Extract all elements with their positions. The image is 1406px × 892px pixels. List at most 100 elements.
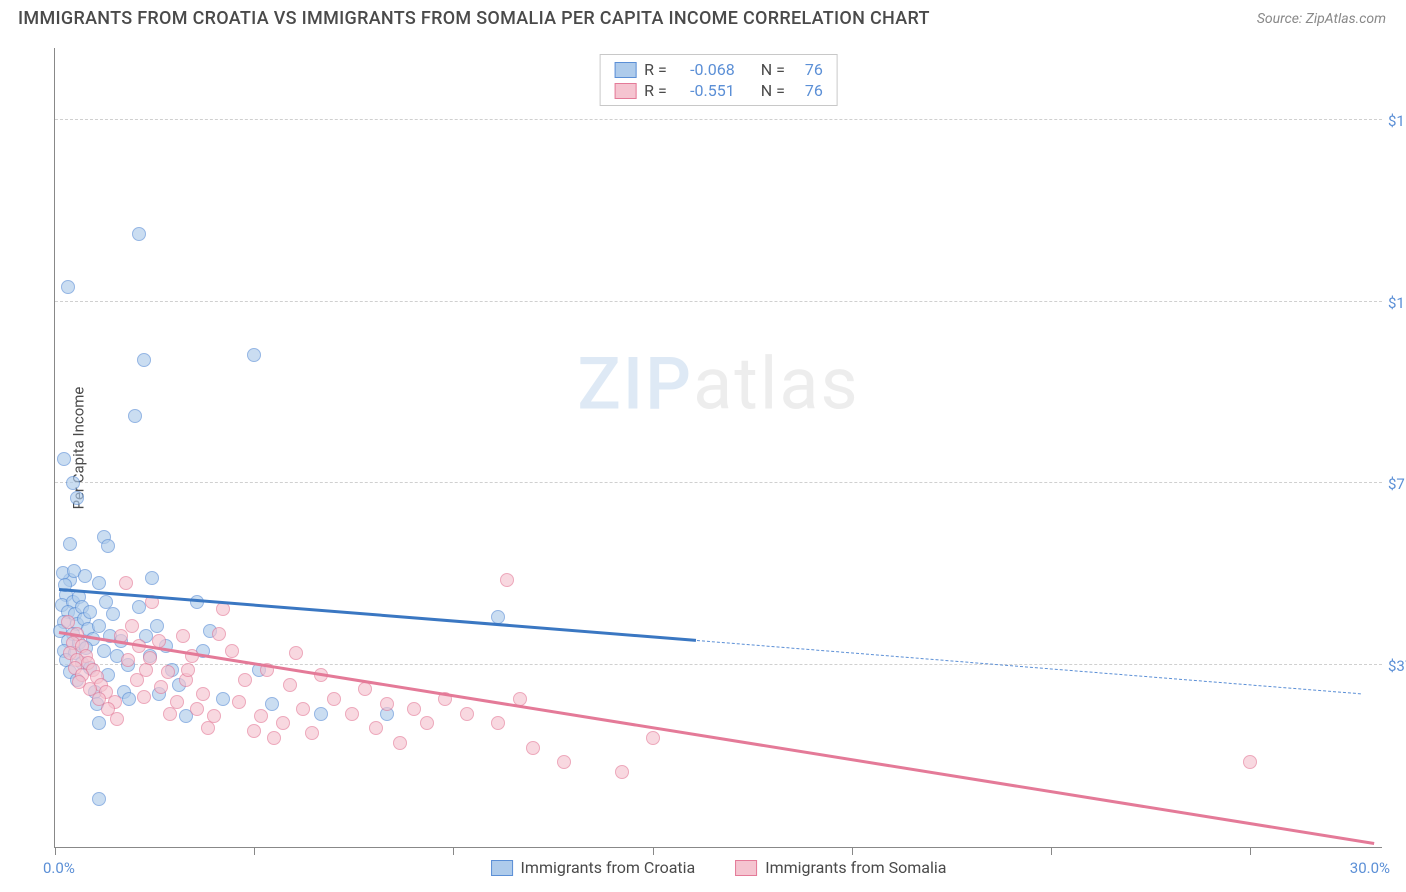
- data-point-somalia: [176, 629, 190, 643]
- data-point-croatia: [491, 610, 505, 624]
- grid-line: [55, 119, 1382, 120]
- data-point-croatia: [101, 539, 115, 553]
- correlation-legend: R = -0.068 N = 76 R = -0.551 N = 76: [599, 54, 838, 106]
- r-label: R =: [644, 81, 667, 100]
- x-min-label: 0.0%: [43, 859, 75, 877]
- data-point-somalia: [358, 682, 372, 696]
- data-point-somalia: [130, 673, 144, 687]
- data-point-somalia: [369, 721, 383, 735]
- data-point-somalia: [121, 653, 135, 667]
- data-point-croatia: [265, 697, 279, 711]
- data-point-somalia: [110, 712, 124, 726]
- chart-header: IMMIGRANTS FROM CROATIA VS IMMIGRANTS FR…: [0, 0, 1406, 33]
- chart-source: Source: ZipAtlas.com: [1257, 11, 1386, 27]
- data-point-somalia: [1243, 755, 1257, 769]
- grid-line: [55, 482, 1382, 483]
- data-point-somalia: [500, 573, 514, 587]
- n-value-croatia: 76: [793, 60, 823, 79]
- data-point-somalia: [190, 702, 204, 716]
- data-point-somalia: [345, 707, 359, 721]
- source-name: ZipAtlas.com: [1306, 11, 1386, 27]
- data-point-croatia: [132, 227, 146, 241]
- data-point-somalia: [212, 627, 226, 641]
- n-label: N =: [761, 81, 785, 100]
- n-label: N =: [761, 60, 785, 79]
- watermark: ZIPatlas: [577, 341, 859, 426]
- data-point-croatia: [78, 569, 92, 583]
- x-max-label: 30.0%: [1350, 859, 1390, 877]
- data-point-croatia: [216, 692, 230, 706]
- swatch-blue-icon: [491, 860, 513, 876]
- corr-row-croatia: R = -0.068 N = 76: [614, 59, 823, 80]
- data-point-somalia: [283, 678, 297, 692]
- x-tick: [254, 847, 255, 855]
- trend-line: [59, 631, 1374, 844]
- data-point-croatia: [92, 576, 106, 590]
- data-point-somalia: [407, 702, 421, 716]
- n-value-somalia: 76: [793, 81, 823, 100]
- data-point-somalia: [296, 702, 310, 716]
- data-point-somalia: [216, 602, 230, 616]
- data-point-croatia: [97, 644, 111, 658]
- data-point-croatia: [314, 707, 328, 721]
- y-tick-label: $75,000: [1388, 475, 1406, 493]
- x-tick: [1051, 847, 1052, 855]
- data-point-croatia: [137, 353, 151, 367]
- r-value-croatia: -0.068: [675, 60, 735, 79]
- data-point-somalia: [247, 724, 261, 738]
- legend-somalia: Immigrants from Somalia: [735, 858, 946, 877]
- source-prefix: Source:: [1257, 11, 1306, 27]
- r-value-somalia: -0.551: [675, 81, 735, 100]
- data-point-somalia: [163, 707, 177, 721]
- data-point-somalia: [380, 697, 394, 711]
- chart-title: IMMIGRANTS FROM CROATIA VS IMMIGRANTS FR…: [18, 8, 930, 29]
- data-point-somalia: [125, 619, 139, 633]
- data-point-somalia: [196, 687, 210, 701]
- data-point-croatia: [247, 348, 261, 362]
- data-point-somalia: [393, 736, 407, 750]
- corr-row-somalia: R = -0.551 N = 76: [614, 80, 823, 101]
- x-tick: [653, 847, 654, 855]
- data-point-somalia: [232, 695, 246, 709]
- x-tick: [1250, 847, 1251, 855]
- data-point-somalia: [254, 709, 268, 723]
- data-point-somalia: [238, 673, 252, 687]
- data-point-somalia: [327, 692, 341, 706]
- data-point-somalia: [526, 741, 540, 755]
- x-tick: [453, 847, 454, 855]
- trend-line-dashed: [697, 640, 1361, 694]
- data-point-somalia: [420, 716, 434, 730]
- swatch-blue-icon: [614, 62, 636, 78]
- legend-croatia: Immigrants from Croatia: [491, 858, 696, 877]
- data-point-somalia: [276, 716, 290, 730]
- data-point-croatia: [61, 280, 75, 294]
- data-point-croatia: [150, 619, 164, 633]
- legend-label-croatia: Immigrants from Croatia: [521, 858, 696, 877]
- data-point-croatia: [145, 571, 159, 585]
- data-point-somalia: [267, 731, 281, 745]
- y-tick-label: $150,000: [1388, 112, 1406, 130]
- data-point-somalia: [557, 755, 571, 769]
- data-point-somalia: [154, 680, 168, 694]
- data-point-somalia: [646, 731, 660, 745]
- data-point-croatia: [63, 537, 77, 551]
- data-point-croatia: [57, 452, 71, 466]
- data-point-croatia: [190, 595, 204, 609]
- data-point-somalia: [143, 651, 157, 665]
- data-point-somalia: [181, 663, 195, 677]
- data-point-croatia: [92, 716, 106, 730]
- data-point-croatia: [128, 409, 142, 423]
- data-point-somalia: [491, 716, 505, 730]
- data-point-croatia: [83, 605, 97, 619]
- bottom-legend: Immigrants from Croatia Immigrants from …: [491, 858, 947, 877]
- y-tick-label: $112,500: [1388, 294, 1406, 312]
- data-point-croatia: [70, 491, 84, 505]
- y-tick-label: $37,500: [1388, 657, 1406, 675]
- watermark-atlas: atlas: [693, 341, 860, 426]
- scatter-chart: Per Capita Income ZIPatlas 0.0% 30.0% R …: [54, 48, 1382, 848]
- x-tick: [55, 847, 56, 855]
- grid-line: [55, 301, 1382, 302]
- data-point-croatia: [92, 792, 106, 806]
- data-point-croatia: [132, 600, 146, 614]
- swatch-pink-icon: [614, 83, 636, 99]
